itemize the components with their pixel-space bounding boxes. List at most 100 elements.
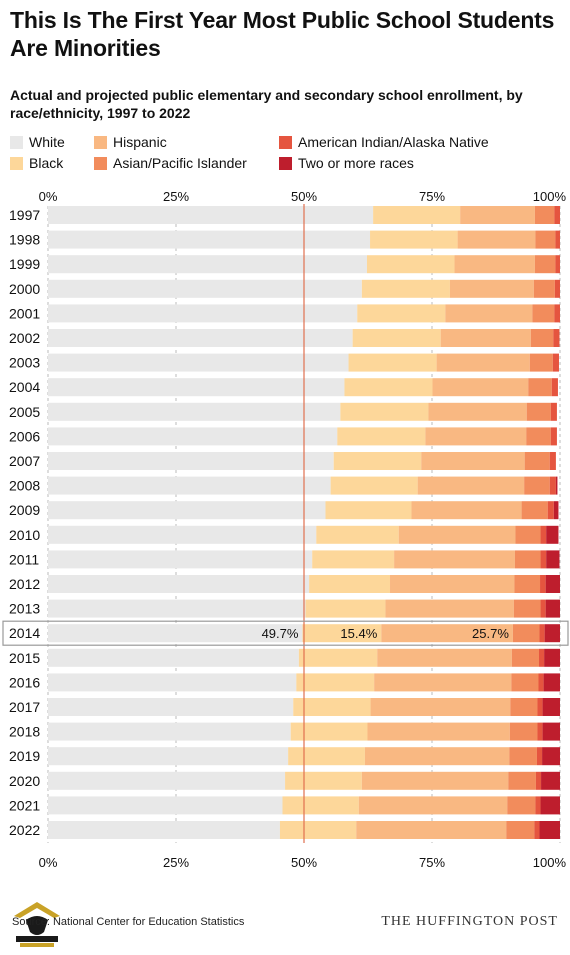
bar-segment-black: [366, 255, 455, 274]
bar-segment-american-indian-alaska-native: [537, 722, 543, 741]
year-label: 2012: [9, 576, 40, 592]
year-label: 2010: [9, 527, 40, 543]
bar-segment-asian-pacific-islander: [530, 329, 554, 347]
bar-segment-black: [373, 206, 461, 224]
bar-segment-asian-pacific-islander: [534, 206, 555, 224]
bar-segment-american-indian-alaska-native: [549, 452, 556, 470]
bar-segment-two-or-more-races: [553, 501, 559, 520]
bar-segment-american-indian-alaska-native: [540, 550, 547, 569]
bar-segment-asian-pacific-islander: [534, 255, 556, 274]
bar-segment-white: [48, 304, 358, 323]
year-label: 2021: [9, 797, 40, 813]
bar-segment-white: [48, 796, 283, 815]
year-label: 2013: [9, 601, 40, 617]
bar-segment-two-or-more-races: [544, 648, 560, 667]
bar-segment-asian-pacific-islander: [506, 821, 535, 839]
year-label: 1999: [9, 256, 40, 272]
bar-segment-black: [370, 230, 458, 249]
tick-label-top: 75%: [419, 189, 445, 204]
bar-segment-black: [302, 624, 382, 643]
bar-segment-white: [48, 353, 349, 372]
bar-segment-two-or-more-races: [545, 575, 560, 593]
bar-segment-american-indian-alaska-native: [554, 279, 560, 298]
bar-segment-black: [288, 747, 365, 766]
bar-segment-asian-pacific-islander: [524, 452, 550, 470]
bar-segment-black: [337, 427, 426, 446]
bar-segment-two-or-more-races: [540, 796, 560, 815]
bar-segment-hispanic: [445, 304, 533, 323]
bar-segment-american-indian-alaska-native: [540, 599, 546, 618]
bar-segment-american-indian-alaska-native: [547, 501, 554, 520]
bar-segment-asian-pacific-islander: [524, 476, 550, 495]
bar-segment-white: [48, 378, 345, 397]
legend-label-white: White: [29, 134, 65, 150]
tick-label-bottom: 25%: [163, 855, 189, 870]
bar-segment-black: [352, 329, 441, 347]
bar-segment-white: [48, 698, 294, 716]
bar-segment-two-or-more-races: [545, 599, 560, 618]
bar-segment-white: [48, 402, 341, 421]
year-label: 1997: [9, 207, 40, 223]
legend-swatch-two-or-more: [279, 156, 292, 170]
brand-name: THE HUFFINGTON POST: [381, 914, 558, 929]
year-label: 2009: [9, 502, 40, 518]
bar-segment-hispanic: [370, 698, 511, 716]
legend: White Black Hispanic Asian/Pacific Islan…: [10, 132, 565, 176]
bar-segment-hispanic: [390, 575, 515, 593]
year-label: 2016: [9, 674, 40, 690]
bar-segment-american-indian-alaska-native: [552, 353, 559, 372]
legend-label-hispanic: Hispanic: [113, 134, 167, 150]
legend-swatch-hispanic: [94, 135, 107, 149]
bar-segment-white: [48, 501, 326, 520]
bar-segment-american-indian-alaska-native: [535, 796, 541, 815]
bar-segment-black: [298, 648, 378, 667]
bar-segment-white: [48, 771, 286, 790]
bar-segment-asian-pacific-islander: [512, 624, 540, 643]
bar-segment-asian-pacific-islander: [533, 279, 555, 298]
bar-segment-two-or-more-races: [546, 550, 560, 569]
tick-label-top: 50%: [291, 189, 317, 204]
bar-segment-hispanic: [411, 501, 522, 520]
bar-segment-black: [293, 698, 371, 716]
bar-segment-hispanic: [385, 599, 514, 618]
bar-segment-american-indian-alaska-native: [550, 427, 557, 446]
bar-segment-asian-pacific-islander: [509, 722, 538, 741]
bar-segment-hispanic: [457, 230, 536, 249]
year-label: 2002: [9, 330, 40, 346]
legend-swatch-black: [10, 156, 23, 170]
data-label: 49.7%: [262, 626, 299, 641]
legend-label-two-or-more: Two or more races: [298, 155, 414, 171]
bar-segment-american-indian-alaska-native: [537, 698, 543, 716]
stacked-bar-chart: 1997 1998 1999 2000 2001 2002 2003 2004 2005 2006…: [2, 189, 569, 870]
bar-segment-black: [344, 378, 433, 397]
year-label: 2006: [9, 428, 40, 444]
bar-segment-hispanic: [398, 525, 516, 544]
bar-segment-hispanic: [358, 796, 508, 815]
legend-item-two-or-more: Two or more races: [279, 153, 414, 173]
legend-label-black: Black: [29, 155, 64, 171]
bar-segment-two-or-more-races: [542, 722, 560, 741]
bar-segment-hispanic: [394, 550, 515, 569]
bar-segment-asian-pacific-islander: [513, 599, 541, 618]
bar-segment-asian-pacific-islander: [511, 648, 540, 667]
bar-segment-black: [333, 452, 422, 470]
bar-segment-hispanic: [364, 747, 510, 766]
bar-segment-asian-pacific-islander: [526, 427, 551, 446]
bar-segment-black: [305, 599, 386, 618]
bar-segment-american-indian-alaska-native: [536, 747, 543, 766]
bar-segment-asian-pacific-islander: [509, 747, 537, 766]
bar-segment-asian-pacific-islander: [514, 575, 541, 593]
year-label: 2005: [9, 404, 40, 420]
bar-segment-hispanic: [460, 206, 535, 224]
data-label: 25.7%: [472, 626, 509, 641]
bar-segment-american-indian-alaska-native: [534, 821, 540, 839]
bar-segment-american-indian-alaska-native: [554, 304, 560, 323]
tick-label-top: 100%: [533, 189, 567, 204]
bar-segment-hispanic: [381, 624, 513, 643]
bar-segment-black: [330, 476, 418, 495]
tick-label-bottom: 75%: [419, 855, 445, 870]
year-label: 2018: [9, 724, 40, 740]
tick-label-top: 0%: [39, 189, 58, 204]
chart-title: This Is The First Year Most Public Schoo…: [10, 7, 555, 61]
bar-segment-american-indian-alaska-native: [540, 525, 547, 544]
